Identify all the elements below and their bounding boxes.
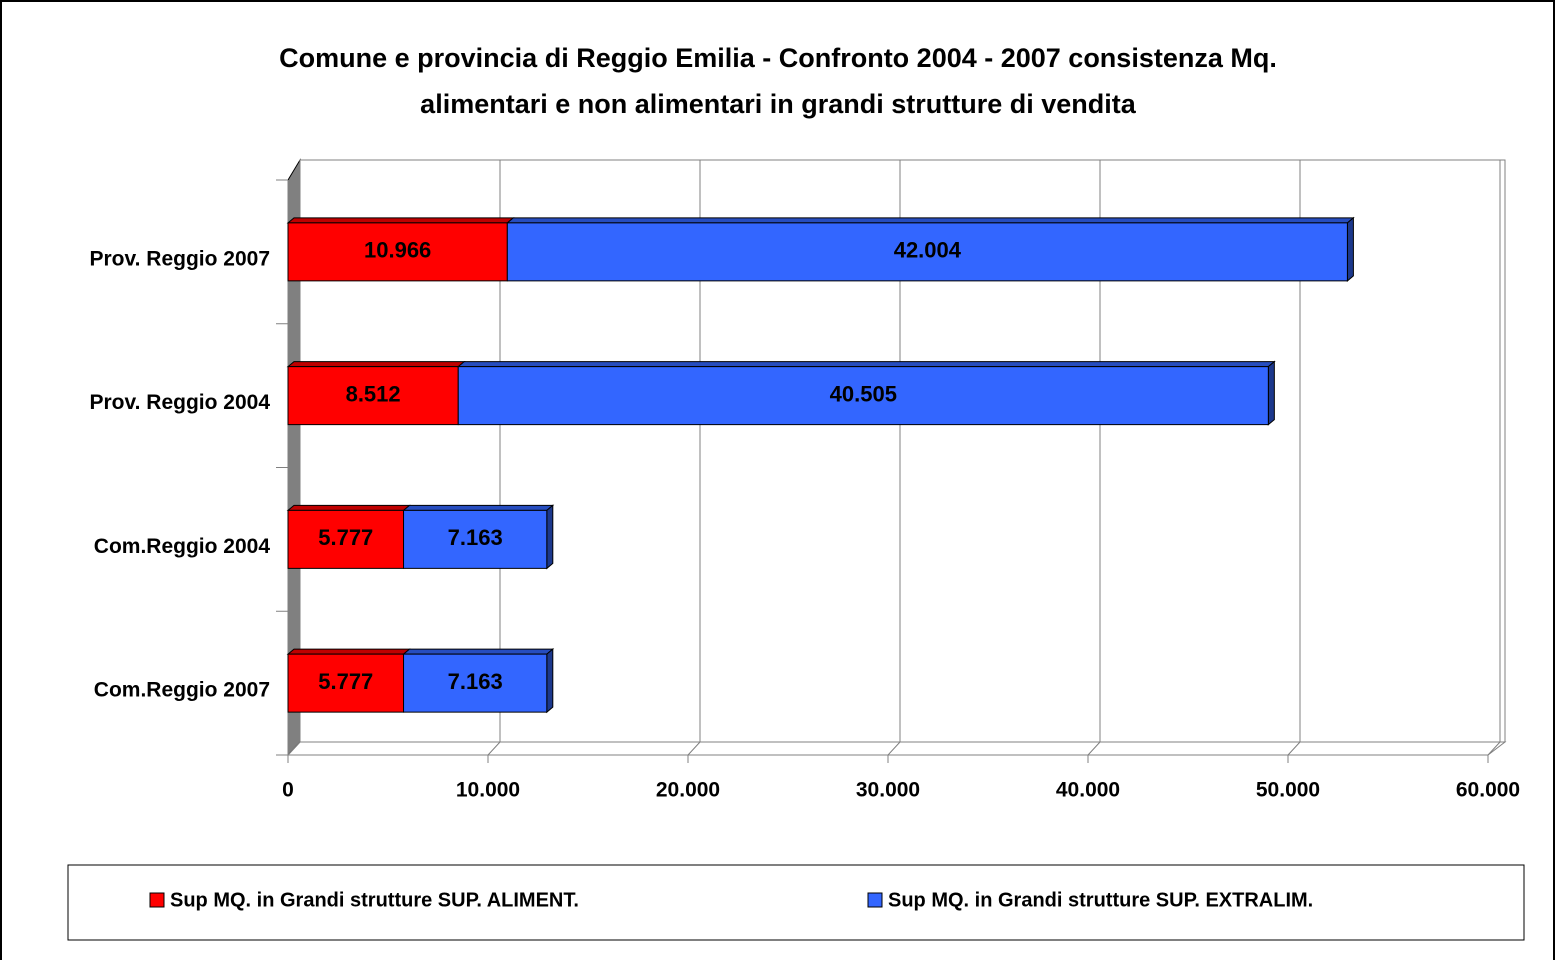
floor	[286, 741, 1507, 756]
value-label: 5.777	[318, 525, 373, 550]
y-tick-label: Com.Reggio 2007	[94, 679, 270, 702]
bar-top	[286, 504, 411, 511]
legend-swatch	[867, 892, 883, 908]
x-tick-label: 30.000	[856, 779, 920, 802]
x-tick-label: 60.000	[1456, 779, 1520, 802]
bar-top	[286, 217, 515, 224]
grid-line	[287, 160, 301, 756]
legend-label: Sup MQ. in Grandi strutture SUP. EXTRALI…	[888, 889, 1313, 911]
bar-top	[402, 504, 555, 511]
grid-line	[1087, 160, 1101, 756]
y-tick-label: Prov. Reggio 2004	[89, 391, 270, 414]
bar	[403, 509, 548, 569]
bar	[287, 653, 405, 713]
legend	[67, 864, 1525, 941]
value-label: 10.966	[364, 238, 431, 263]
grid-line	[1287, 160, 1301, 756]
bar-side	[546, 504, 554, 570]
y-tick-label: Com.Reggio 2004	[94, 535, 271, 558]
bar	[403, 653, 548, 713]
bar-side	[1267, 360, 1275, 426]
x-tick-label: 50.000	[1256, 779, 1320, 802]
bar-top	[286, 361, 466, 368]
grid-line	[487, 160, 501, 756]
x-tick-label: 0	[282, 779, 294, 802]
legend-label: Sup MQ. in Grandi strutture SUP. ALIMENT…	[170, 889, 579, 911]
value-label: 8.512	[346, 381, 401, 406]
bar-top	[456, 361, 1276, 368]
bar-top	[402, 648, 555, 655]
value-label: 5.777	[318, 669, 373, 694]
y-tick-label: Prov. Reggio 2007	[89, 247, 270, 270]
grid-line	[1487, 160, 1501, 756]
bar	[506, 222, 1348, 282]
bar-top	[286, 648, 411, 655]
bar	[287, 366, 459, 426]
x-tick-label: 10.000	[456, 779, 520, 802]
grid-line	[687, 160, 701, 756]
legend-swatch	[149, 892, 165, 908]
bar	[287, 222, 508, 282]
x-tick-label: 20.000	[656, 779, 720, 802]
bar	[457, 366, 1269, 426]
value-label: 40.505	[830, 381, 897, 406]
bar	[287, 509, 405, 569]
value-label: 42.004	[894, 238, 962, 263]
chart-title: Comune e provincia di Reggio Emilia - Co…	[279, 43, 1277, 73]
x-tick-label: 40.000	[1056, 779, 1120, 802]
value-label: 7.163	[448, 525, 503, 550]
chart-title: alimentari e non alimentari in grandi st…	[420, 89, 1137, 119]
bar-top	[505, 217, 1355, 224]
value-label: 7.163	[448, 669, 503, 694]
bar-side	[546, 648, 554, 714]
grid-line	[887, 160, 901, 756]
bar-side	[1346, 216, 1354, 282]
